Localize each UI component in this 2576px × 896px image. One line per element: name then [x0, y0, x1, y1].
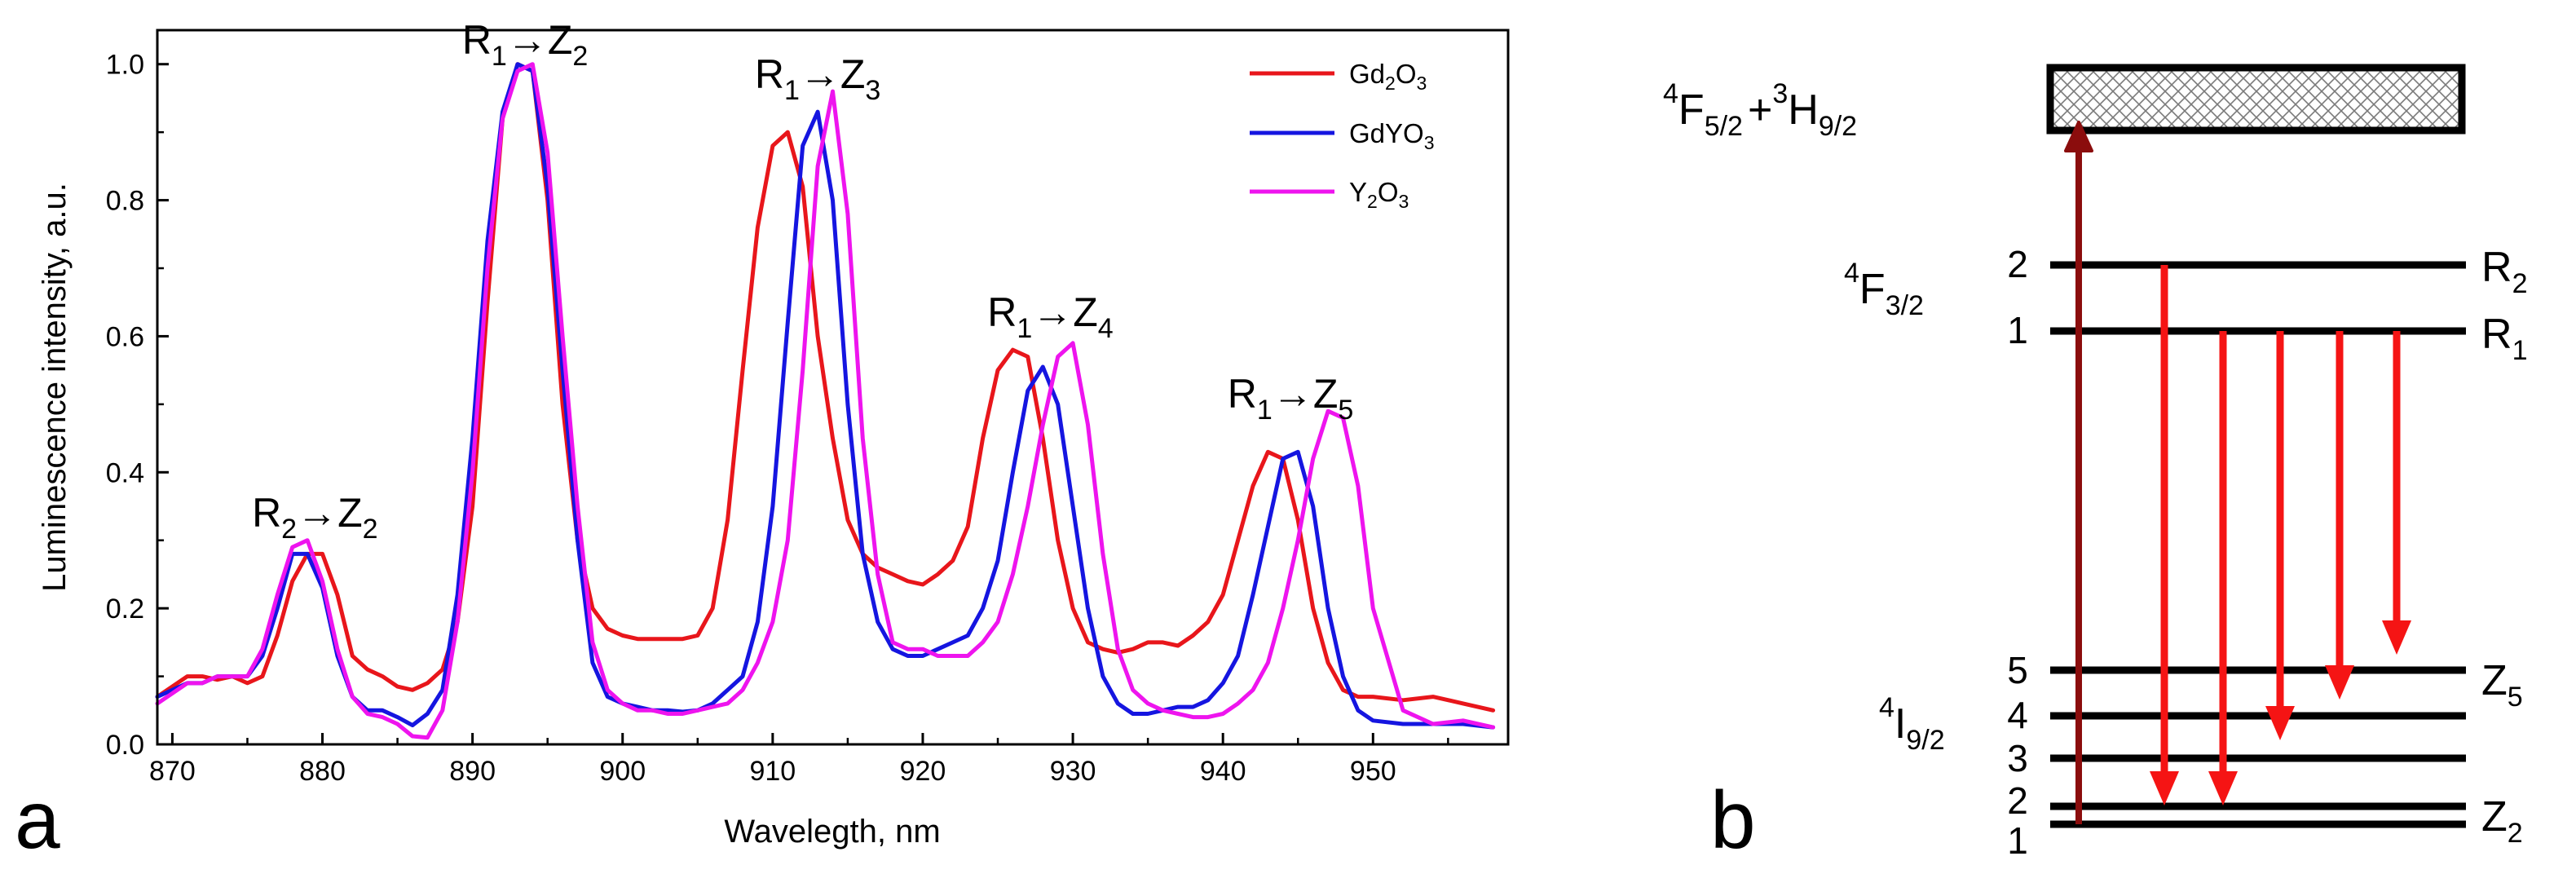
legend-entry-gd2o3: Gd2O3 [1250, 59, 1427, 94]
y-tick-label: 1.0 [106, 50, 144, 81]
x-tick-label: 910 [749, 756, 796, 787]
x-tick-label: 920 [900, 756, 946, 787]
legend-entry-gdyo3: GdYO3 [1250, 118, 1435, 153]
level-number-4: 4 [2007, 694, 2028, 736]
y-axis-title: Luminescence intensity, a.u. [37, 183, 73, 592]
pump-arrow [2064, 121, 2093, 824]
legend-label-y2o3: Y2O3 [1349, 177, 1409, 212]
emission-arrow-r1-z4 [2265, 331, 2295, 740]
ground-manifold-label: 4I9/2 [1879, 692, 1945, 756]
annotation-r1-z3: R1→Z3 [755, 51, 881, 106]
x-tick-label: 870 [149, 756, 196, 787]
annotation-r1-z4: R1→Z4 [987, 289, 1114, 344]
x-tick-label: 900 [599, 756, 646, 787]
upper-manifold-label: 4F3/2 [1844, 258, 1924, 321]
legend-entry-y2o3: Y2O3 [1250, 177, 1409, 212]
emission-arrow-r1-z3 [2208, 331, 2238, 806]
tick-layer: 870 880 890 900 910 920 930 940 950 0.0 0.2 0.4 0.6 0… [106, 50, 1449, 787]
emission-arrow-r1-z5b [2382, 331, 2411, 655]
level-number-3: 3 [2007, 737, 2028, 779]
emission-arrow-r2-z3 [2150, 265, 2179, 806]
annotation-r1-z5: R1→Z5 [1228, 371, 1354, 426]
series-line-gd2o3 [155, 62, 1496, 713]
annotation-r1-z2: R1→Z2 [462, 17, 589, 72]
label-z5: Z5 [2481, 657, 2523, 713]
x-axis-title: Wavelegth, nm [724, 814, 940, 850]
legend-label-gd2o3: Gd2O3 [1349, 59, 1427, 94]
legend: Gd2O3 GdYO3 Y2O3 [1250, 59, 1435, 212]
annotation-layer: R2→Z2 R1→Z2 R1→Z3 R1→Z4 R1→Z5 [252, 17, 1353, 545]
y-tick-label: 0.2 [106, 594, 144, 625]
panel-b-label: b [1710, 775, 1756, 866]
level-number-5: 5 [2007, 649, 2028, 691]
x-tick-label: 950 [1350, 756, 1396, 787]
y-tick-label: 0.8 [106, 186, 144, 217]
series-line-y2o3 [155, 62, 1496, 740]
x-tick-label: 940 [1200, 756, 1246, 787]
series-line-gdyo3 [155, 62, 1496, 730]
series-layer [155, 62, 1496, 740]
label-r2: R2 [2481, 244, 2527, 299]
level-number-2: 2 [2007, 779, 2028, 822]
energy-level-diagram: 4F5/2 +3H9/2 4F3/2 2 1 R2 R1 4I9/2 5 4 3 … [1663, 64, 2527, 866]
label-r1: R1 [2481, 311, 2527, 366]
luminescence-spectrum-chart: 870 880 890 900 910 920 930 940 950 0.0 0.2 0.4 0.6 0… [15, 17, 1510, 866]
excited-state-label: 4F5/2 +3H9/2 [1663, 78, 1857, 142]
label-z2: Z2 [2481, 793, 2523, 849]
level-number-r1: 1 [2007, 309, 2028, 351]
y-tick-label: 0.4 [106, 457, 144, 488]
plot-frame [156, 29, 1510, 746]
y-tick-label: 0.0 [106, 730, 144, 761]
level-number-1: 1 [2007, 819, 2028, 862]
x-tick-label: 890 [449, 756, 496, 787]
panel-a-label: a [15, 775, 60, 866]
annotation-r2-z2: R2→Z2 [252, 490, 377, 545]
x-tick-label: 930 [1050, 756, 1096, 787]
legend-label-gdyo3: GdYO3 [1349, 118, 1435, 153]
excited-state-box [2046, 64, 2466, 135]
level-number-r2: 2 [2007, 243, 2028, 285]
emission-arrow-r1-z5a [2325, 331, 2354, 700]
x-tick-label: 880 [299, 756, 346, 787]
y-tick-label: 0.6 [106, 321, 144, 352]
